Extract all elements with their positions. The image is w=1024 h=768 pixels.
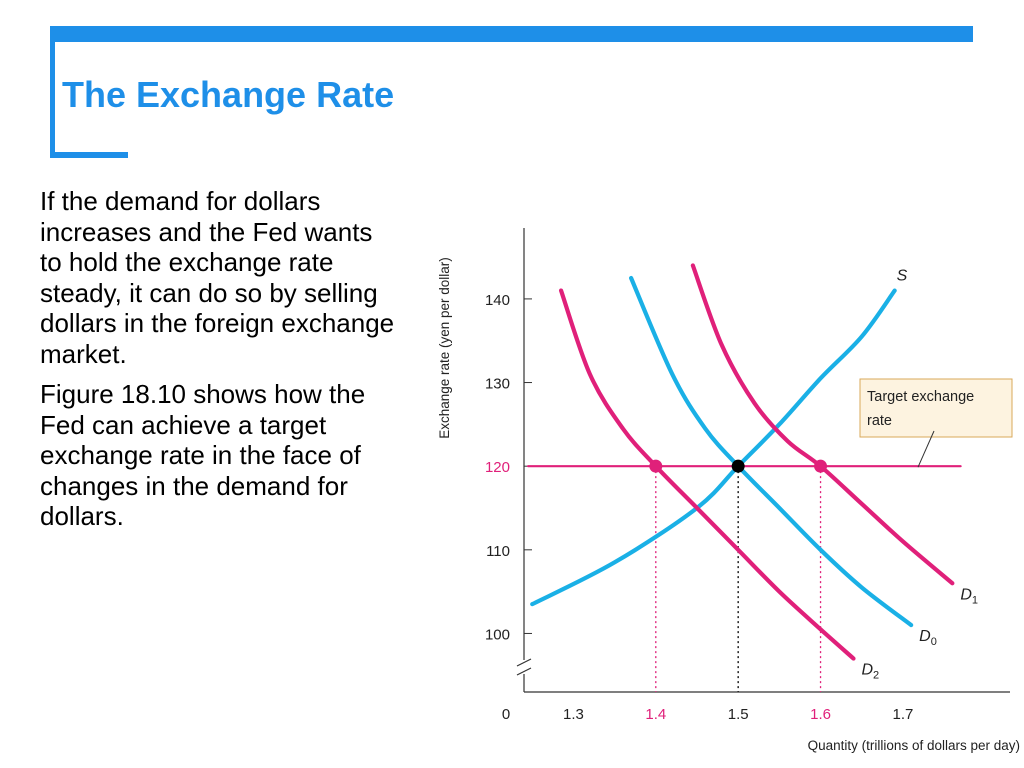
equilibrium-point: [731, 459, 745, 473]
x-tick-label: 1.4: [645, 706, 666, 723]
target-callout: Target exchange rate: [859, 378, 1013, 468]
x-tick-label: 1.3: [563, 706, 584, 723]
series-d0: [628, 275, 914, 628]
chart-labels: 100 110 120 130 140 0 1.3 1.4 1.5 1.6 1.7 Quantity …: [437, 257, 1020, 753]
x-tick-label: 1.5: [728, 706, 749, 723]
exchange-rate-chart: 100 110 120 130 140 0 1.3 1.4 1.5 1.6 1.7 Quantity …: [437, 228, 1020, 753]
chart-points: [649, 459, 828, 473]
series-s: [530, 288, 897, 607]
chart-guides: [655, 466, 822, 692]
y-tick-label: 100: [485, 626, 510, 643]
y-tick-label: 110: [486, 543, 510, 560]
y-tick-label: 130: [485, 376, 510, 393]
chart-axes: [516, 228, 1010, 693]
title-left-rule: [50, 26, 55, 158]
x-axis-title: Quantity (trillions of dollars per day): [808, 738, 1020, 753]
equilibrium-point: [814, 459, 828, 473]
series-label-d1: D1: [960, 586, 978, 606]
callout-text: Target exchange: [867, 389, 974, 405]
y-tick-label: 140: [485, 292, 510, 309]
series-label-d2: D2: [861, 662, 879, 682]
x-origin-label: 0: [502, 706, 510, 723]
series-label-d0: D0: [919, 628, 937, 648]
callout-pointer: [917, 430, 935, 468]
callout-box: [859, 378, 1013, 438]
slide-body: If the demand for dollars increases and …: [40, 186, 395, 542]
y-axis-title: Exchange rate (yen per dollar): [437, 257, 452, 439]
body-paragraph: If the demand for dollars increases and …: [40, 186, 395, 369]
axis-break-mark: [516, 658, 532, 667]
x-tick-label: 1.7: [892, 706, 913, 723]
chart-series: [527, 263, 962, 661]
series-d1: [690, 263, 955, 586]
body-paragraph: Figure 18.10 shows how the Fed can achie…: [40, 379, 366, 531]
equilibrium-point: [649, 459, 663, 473]
axis-break-mark: [516, 667, 532, 676]
x-tick-label: 1.6: [810, 706, 831, 723]
slide-title: The Exchange Rate: [62, 74, 395, 115]
title-bottom-rule: [50, 152, 128, 158]
title-accent-bar: [50, 26, 973, 42]
callout-text: rate: [867, 413, 892, 429]
series-label-s: S: [897, 268, 908, 285]
y-tick-label: 120: [485, 459, 510, 476]
series-d2: [558, 288, 856, 661]
